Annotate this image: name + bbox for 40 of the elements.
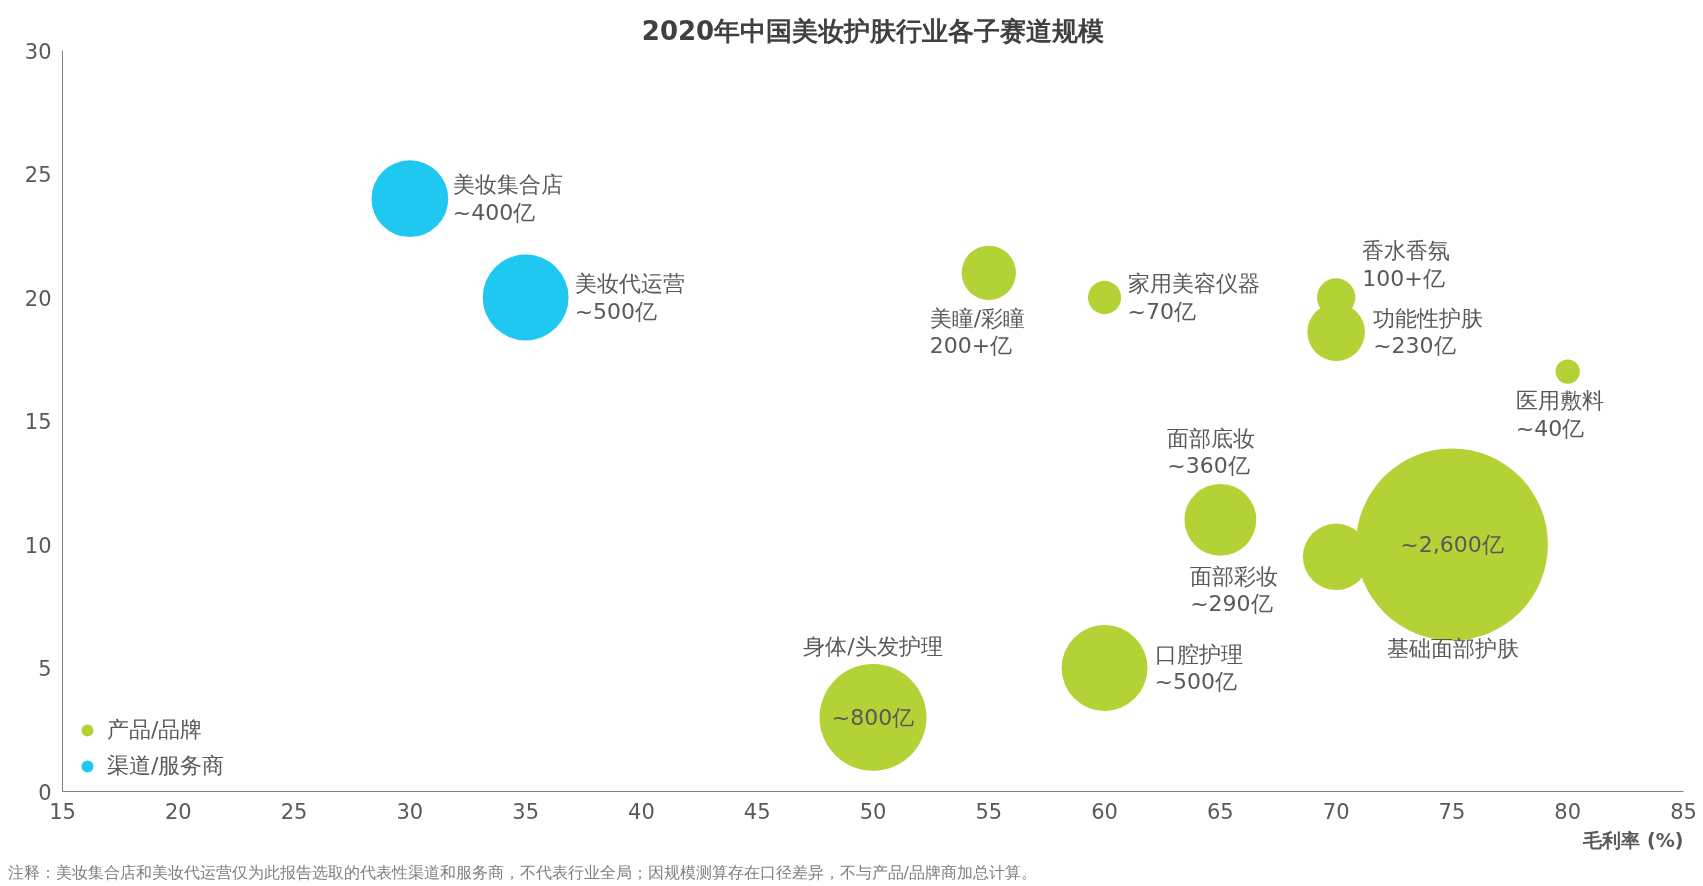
x-tick-label: 40 — [628, 799, 655, 824]
x-tick-label: 30 — [396, 799, 424, 824]
x-tick-label: 75 — [1438, 799, 1466, 824]
y-tick-label: 20 — [24, 286, 52, 311]
x-tick-label: 35 — [512, 799, 540, 824]
y-tick-label: 15 — [24, 410, 52, 434]
y-tick-label: 25 — [24, 163, 52, 187]
annotation: ~2,600亿 — [1400, 532, 1504, 557]
annotation: 美妆集合店 ~400亿 — [452, 172, 563, 225]
annotation: 美瞳/彩瞳 200+亿 — [929, 305, 1026, 359]
annotation: 面部底妆 ~360亿 — [1167, 425, 1256, 479]
x-tick-label: 80 — [1554, 799, 1582, 824]
x-tick-label: 20 — [164, 799, 192, 824]
y-tick-label: 0 — [38, 780, 52, 805]
text: 注释：美妆集合店和美妆代运营仅为此报告选取的代表性渠道和服务商，不代表行业全局；因规模测算存在口径差异，不与产品/品牌商加总计算。 — [7, 862, 1037, 882]
x-axis-title: 毛利率 (%) — [1582, 828, 1684, 851]
annotation: 香水香氛 100+亿 — [1362, 238, 1451, 291]
y-tick-label: 30 — [24, 39, 52, 64]
y-tick-label: 5 — [38, 657, 52, 681]
annotation: 家用美容仪器 ~70亿 — [1127, 271, 1260, 324]
legend-label: 产品/品牌 — [107, 716, 203, 744]
annotation: 口腔护理 ~500亿 — [1154, 641, 1243, 695]
x-tick-label: 60 — [1091, 799, 1118, 824]
annotation: 基础面部护肤 — [1386, 636, 1519, 661]
x-tick-label: 65 — [1207, 799, 1234, 824]
chart-title: 2020年中国美妆护肤行业各子赛道规模 — [641, 15, 1105, 46]
x-tick-label: 70 — [1322, 799, 1350, 824]
annotation: 身体/头发护理 — [803, 633, 943, 659]
x-tick-label: 45 — [743, 799, 771, 824]
annotation: 美妆代运营 ~500亿 — [574, 271, 685, 324]
x-tick-label: 85 — [1670, 799, 1697, 824]
legend-label: 渠道/服务商 — [107, 752, 225, 780]
y-tick-label: 10 — [24, 533, 52, 558]
annotation: 医用敷料 ~40亿 — [1515, 388, 1604, 441]
annotation: 面部彩妆 ~290亿 — [1190, 563, 1279, 617]
x-tick-label: 55 — [975, 799, 1003, 824]
annotation: 功能性护肤 ~230亿 — [1373, 305, 1484, 359]
x-tick-label: 50 — [859, 799, 887, 824]
x-tick-label: 25 — [280, 799, 308, 824]
annotation: ~800亿 — [831, 704, 915, 730]
